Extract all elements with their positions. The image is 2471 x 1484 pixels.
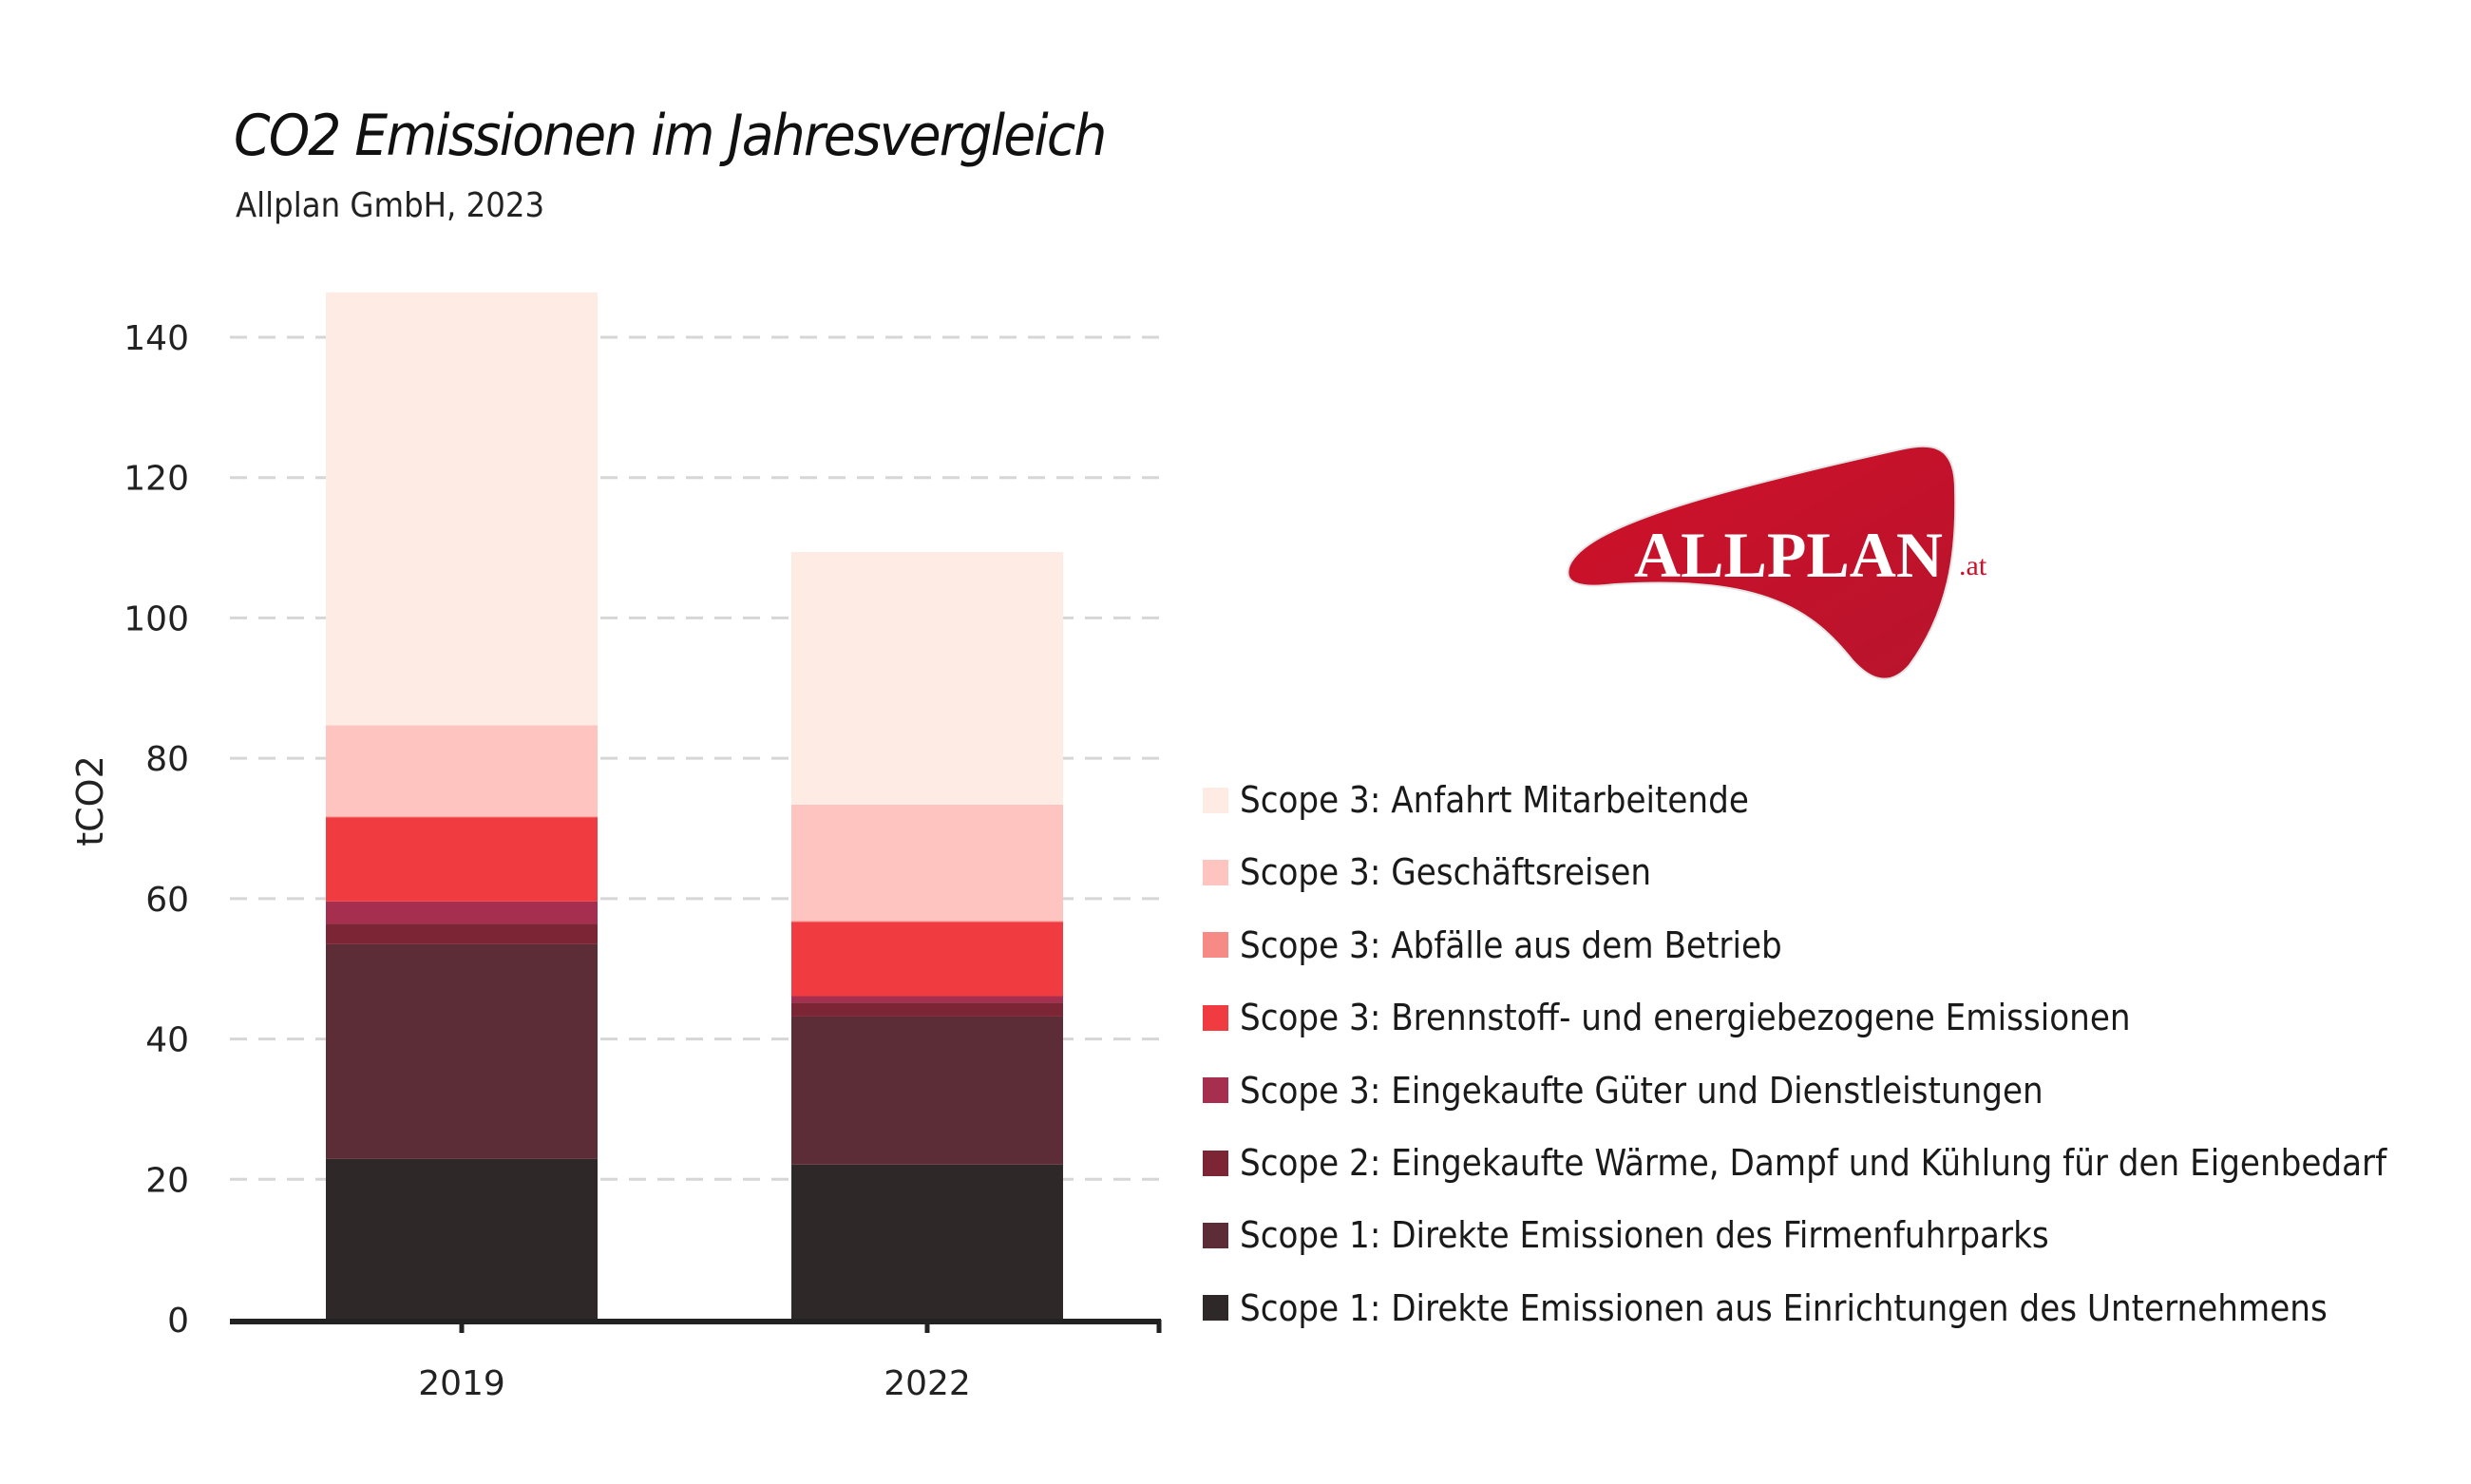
legend-label: Scope 3: Geschäftsreisen <box>1240 851 1652 894</box>
bar-segment <box>326 943 598 1159</box>
bar-segment <box>326 816 598 818</box>
bar-segment <box>791 804 1063 922</box>
legend-label: Scope 3: Anfahrt Mitarbeitende <box>1240 779 1749 821</box>
legend-label: Scope 1: Direkte Emissionen des Firmenfu… <box>1240 1214 2049 1257</box>
legend-item: Scope 3: Anfahrt Mitarbeitende <box>1203 771 1805 828</box>
legend-item: Scope 3: Brennstoff- und energiebezogene… <box>1203 989 2230 1046</box>
logo-suffix: .at <box>1959 550 1987 581</box>
axes <box>230 1319 1162 1333</box>
legend-swatch <box>1203 1004 1228 1031</box>
legend-swatch <box>1203 1150 1228 1176</box>
y-tick-label: 40 <box>145 1021 189 1060</box>
y-tick-label: 80 <box>145 740 189 779</box>
bars <box>326 292 1063 1320</box>
legend-swatch <box>1203 1295 1228 1322</box>
legend-label: Scope 3: Brennstoff- und energiebezogene… <box>1240 997 2131 1039</box>
bar-segment <box>326 292 598 726</box>
y-tick-label: 120 <box>124 460 189 499</box>
y-tick-label: 20 <box>145 1161 189 1200</box>
legend-swatch <box>1203 787 1228 813</box>
bar-segment <box>791 921 1063 923</box>
bar-segment <box>326 817 598 902</box>
bar-segment <box>791 922 1063 997</box>
legend-label: Scope 2: Eingekaufte Wärme, Dampf und Kü… <box>1240 1142 2387 1184</box>
legend-item: Scope 3: Geschäftsreisen <box>1203 844 1697 901</box>
bar-segment <box>791 1002 1063 1017</box>
legend-item: Scope 2: Eingekaufte Wärme, Dampf und Kü… <box>1203 1134 2471 1191</box>
y-tick-label: 60 <box>145 881 189 920</box>
y-axis-title: tCO2 <box>69 755 111 847</box>
chart-subtitle: Allplan GmbH, 2023 <box>236 186 545 225</box>
allplan-logo: ALLPLAN .at <box>1567 445 1987 680</box>
legend-item: Scope 1: Direkte Emissionen aus Einricht… <box>1203 1280 2448 1337</box>
chart-title: CO2 Emissionen im Jahresvergleich <box>234 103 1107 169</box>
legend-label: Scope 1: Direkte Emissionen aus Einricht… <box>1240 1286 2328 1329</box>
legend-label: Scope 3: Eingekaufte Güter und Dienstlei… <box>1240 1069 2043 1112</box>
bar-segment <box>791 1164 1063 1320</box>
bar-segment <box>791 552 1063 805</box>
bar-segment <box>326 901 598 924</box>
bar-segment <box>326 1158 598 1320</box>
legend-item: Scope 3: Eingekaufte Güter und Dienstlei… <box>1203 1062 2133 1119</box>
y-tick-label: 140 <box>124 319 189 358</box>
legend-swatch <box>1203 1077 1228 1104</box>
legend-swatch <box>1203 1222 1228 1248</box>
legend-label: Scope 3: Abfälle aus dem Betrieb <box>1240 923 1782 966</box>
x-tick-label: 2019 <box>418 1364 505 1403</box>
legend-swatch <box>1203 932 1228 959</box>
legend-item: Scope 1: Direkte Emissionen des Firmenfu… <box>1203 1207 2138 1264</box>
bar-segment <box>326 725 598 817</box>
legend-item: Scope 3: Abfälle aus dem Betrieb <box>1203 917 1842 974</box>
bar-segment <box>791 996 1063 1003</box>
x-tick-labels: 2019 2022 <box>418 1364 971 1403</box>
logo-text: ALLPLAN <box>1634 519 1943 591</box>
logo-shape <box>1567 445 1957 680</box>
legend-swatch <box>1203 859 1228 885</box>
bar-segment <box>326 923 598 944</box>
y-tick-label: 0 <box>167 1302 189 1341</box>
bar-segment <box>791 1016 1063 1165</box>
x-tick-label: 2022 <box>884 1364 971 1403</box>
y-tick-label: 100 <box>124 599 189 638</box>
y-tick-labels: 0 20 40 60 80 100 120 140 <box>124 319 189 1341</box>
